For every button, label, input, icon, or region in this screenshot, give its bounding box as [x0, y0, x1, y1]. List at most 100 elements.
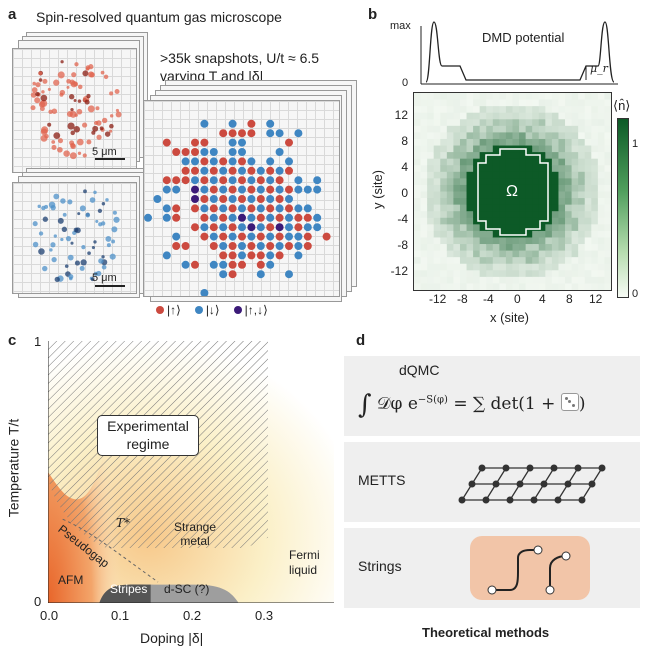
omega-boundary	[477, 148, 549, 236]
heatmap-cell	[466, 224, 474, 232]
heatmap-cell	[551, 93, 559, 101]
heatmap-cell	[538, 283, 546, 290]
heatmap-cell	[433, 257, 441, 265]
heatmap-cell	[466, 184, 474, 192]
potential-zero-label: 0	[402, 77, 409, 89]
heatmap-cell	[446, 178, 454, 186]
heatmap-cell	[453, 217, 461, 225]
fluorescence-spot	[48, 201, 56, 209]
heatmap-cell	[512, 184, 520, 192]
heatmap-x-ticks: -12 -8 -4 0 4 8 12	[413, 292, 610, 308]
heatmap-cell	[473, 119, 481, 127]
fluorescence-spot	[70, 107, 74, 112]
stripes-label: Stripes	[110, 582, 148, 596]
heatmap-cell	[565, 204, 573, 212]
heatmap-cell	[440, 165, 448, 173]
fluorescence-spot	[92, 125, 99, 132]
heatmap-cell	[453, 276, 461, 284]
heatmap-cell	[505, 283, 513, 290]
heatmap-cell	[538, 112, 546, 120]
heatmap-cell	[525, 198, 533, 206]
lattice-site	[285, 242, 293, 250]
heatmap-cell	[440, 191, 448, 199]
heatmap-cell	[565, 165, 573, 173]
lattice-site	[228, 204, 237, 213]
heatmap-cell	[558, 145, 566, 153]
heatmap-cell	[466, 93, 474, 101]
metts-site	[526, 464, 534, 472]
heatmap-cell	[499, 106, 507, 114]
phase-x-tick-0: 0.0	[40, 608, 59, 623]
heatmap-cell	[597, 276, 605, 284]
heatmap-cell	[578, 250, 586, 258]
heatmap-cell	[433, 250, 441, 258]
heatmap-cell	[499, 237, 507, 245]
heatmap-cell	[519, 283, 527, 290]
heatmap-cell	[505, 237, 513, 245]
heatmap-cell	[433, 112, 441, 120]
heatmap-cell	[538, 198, 546, 206]
string-endpoint	[533, 545, 543, 555]
heatmap-cell	[532, 165, 540, 173]
heatmap-cell	[433, 191, 441, 199]
heatmap-cell	[466, 145, 474, 153]
lattice-site	[303, 223, 312, 232]
heatmap-cell	[420, 244, 428, 252]
heatmap-cell	[433, 178, 441, 186]
heatmap-cell	[591, 184, 599, 192]
heatmap-cell	[519, 158, 527, 166]
heatmap-cell	[499, 112, 507, 120]
heatmap-cell	[453, 132, 461, 140]
legend-item-doublon: |↑,↓⟩	[233, 303, 268, 317]
heatmap-cell	[551, 119, 559, 127]
heatmap-cell	[571, 178, 579, 186]
heatmap-cell	[584, 198, 592, 206]
heatmap-cell	[499, 138, 507, 147]
lattice-site	[228, 119, 237, 128]
lattice-site	[238, 185, 246, 194]
heatmap-cell	[433, 244, 441, 252]
heatmap-cell	[427, 257, 435, 265]
heatmap-cell	[519, 191, 527, 199]
heatmap-cell	[453, 112, 461, 120]
fluorescence-spot	[51, 140, 56, 144]
heatmap-cell	[519, 112, 527, 120]
heatmap-cell	[473, 237, 481, 245]
heatmap-cell	[499, 158, 507, 166]
heatmap-cell	[571, 138, 579, 147]
heatmap-cell	[466, 171, 474, 179]
heatmap-cell	[486, 211, 494, 219]
heatmap-cell	[604, 125, 611, 133]
heatmap-cell	[584, 217, 592, 225]
fluorescence-spot	[67, 122, 75, 130]
heatmap-cell	[591, 138, 599, 147]
heatmap-cell	[512, 237, 520, 245]
heatmap-cell	[604, 132, 611, 140]
heatmap-cell	[492, 237, 500, 245]
heatmap-cell	[584, 250, 592, 258]
metts-site	[482, 496, 490, 504]
fluorescence-spot	[35, 82, 41, 88]
metts-site	[554, 496, 562, 504]
lattice-site	[191, 157, 199, 166]
fluorescence-spot	[51, 144, 57, 150]
heatmap-cell	[492, 211, 500, 219]
lattice-site	[191, 260, 199, 269]
fluorescence-spot	[35, 91, 40, 97]
heatmap-cell	[512, 224, 520, 232]
heatmap-cell	[558, 191, 566, 199]
lattice-site	[266, 185, 275, 194]
lattice-site	[200, 166, 209, 175]
heatmap-cell	[597, 224, 605, 232]
heatmap-cell	[453, 230, 461, 238]
x-tick: 8	[566, 292, 573, 306]
heatmap-cell	[512, 217, 520, 225]
lattice-site	[238, 242, 246, 250]
heatmap-cell	[446, 211, 454, 219]
heatmap-cell	[525, 184, 533, 192]
lattice-site	[303, 242, 312, 250]
heatmap-cell	[565, 184, 573, 192]
lattice-site	[294, 129, 303, 138]
fluorescence-spot	[66, 85, 70, 89]
heatmap-cell	[584, 138, 592, 147]
